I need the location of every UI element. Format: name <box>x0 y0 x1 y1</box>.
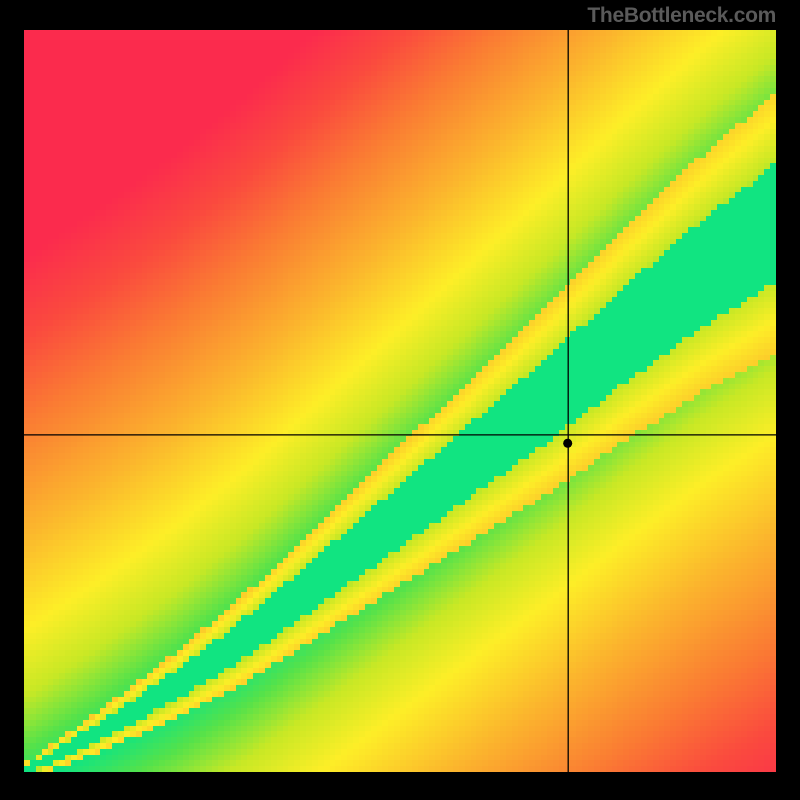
chart-container: TheBottleneck.com <box>0 0 800 800</box>
heatmap-plot <box>24 30 776 772</box>
watermark-text: TheBottleneck.com <box>587 4 776 28</box>
